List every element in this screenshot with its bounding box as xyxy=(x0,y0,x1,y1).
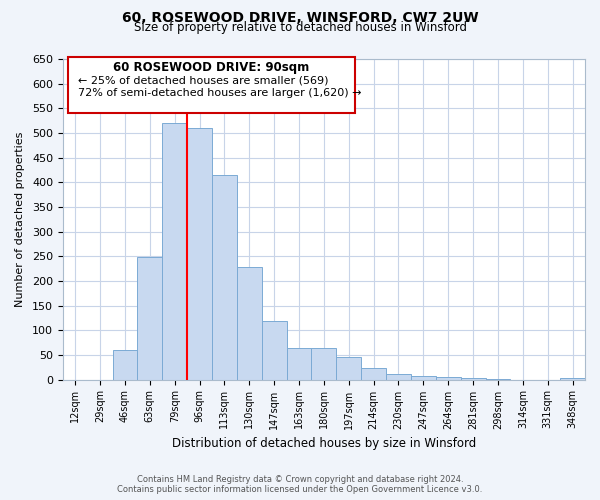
Bar xyxy=(187,128,212,380)
FancyBboxPatch shape xyxy=(68,58,355,114)
Bar xyxy=(361,368,386,380)
Text: ← 25% of detached houses are smaller (569): ← 25% of detached houses are smaller (56… xyxy=(79,75,329,85)
Bar xyxy=(287,348,311,380)
Bar xyxy=(560,378,585,380)
Text: 72% of semi-detached houses are larger (1,620) →: 72% of semi-detached houses are larger (… xyxy=(79,88,362,98)
X-axis label: Distribution of detached houses by size in Winsford: Distribution of detached houses by size … xyxy=(172,437,476,450)
Bar xyxy=(237,267,262,380)
Bar xyxy=(386,374,411,380)
Bar xyxy=(113,350,137,380)
Bar xyxy=(461,378,485,380)
Bar xyxy=(485,378,511,380)
Bar xyxy=(337,358,361,380)
Bar xyxy=(212,175,237,380)
Bar xyxy=(162,122,187,380)
Bar xyxy=(411,376,436,380)
Text: 60 ROSEWOOD DRIVE: 90sqm: 60 ROSEWOOD DRIVE: 90sqm xyxy=(113,60,310,74)
Text: Size of property relative to detached houses in Winsford: Size of property relative to detached ho… xyxy=(133,21,467,34)
Text: 60, ROSEWOOD DRIVE, WINSFORD, CW7 2UW: 60, ROSEWOOD DRIVE, WINSFORD, CW7 2UW xyxy=(122,11,478,25)
Text: Contains HM Land Registry data © Crown copyright and database right 2024.: Contains HM Land Registry data © Crown c… xyxy=(137,475,463,484)
Y-axis label: Number of detached properties: Number of detached properties xyxy=(15,132,25,307)
Bar xyxy=(137,258,162,380)
Bar xyxy=(436,377,461,380)
Bar xyxy=(262,322,287,380)
Text: Contains public sector information licensed under the Open Government Licence v3: Contains public sector information licen… xyxy=(118,485,482,494)
Bar xyxy=(311,348,337,380)
